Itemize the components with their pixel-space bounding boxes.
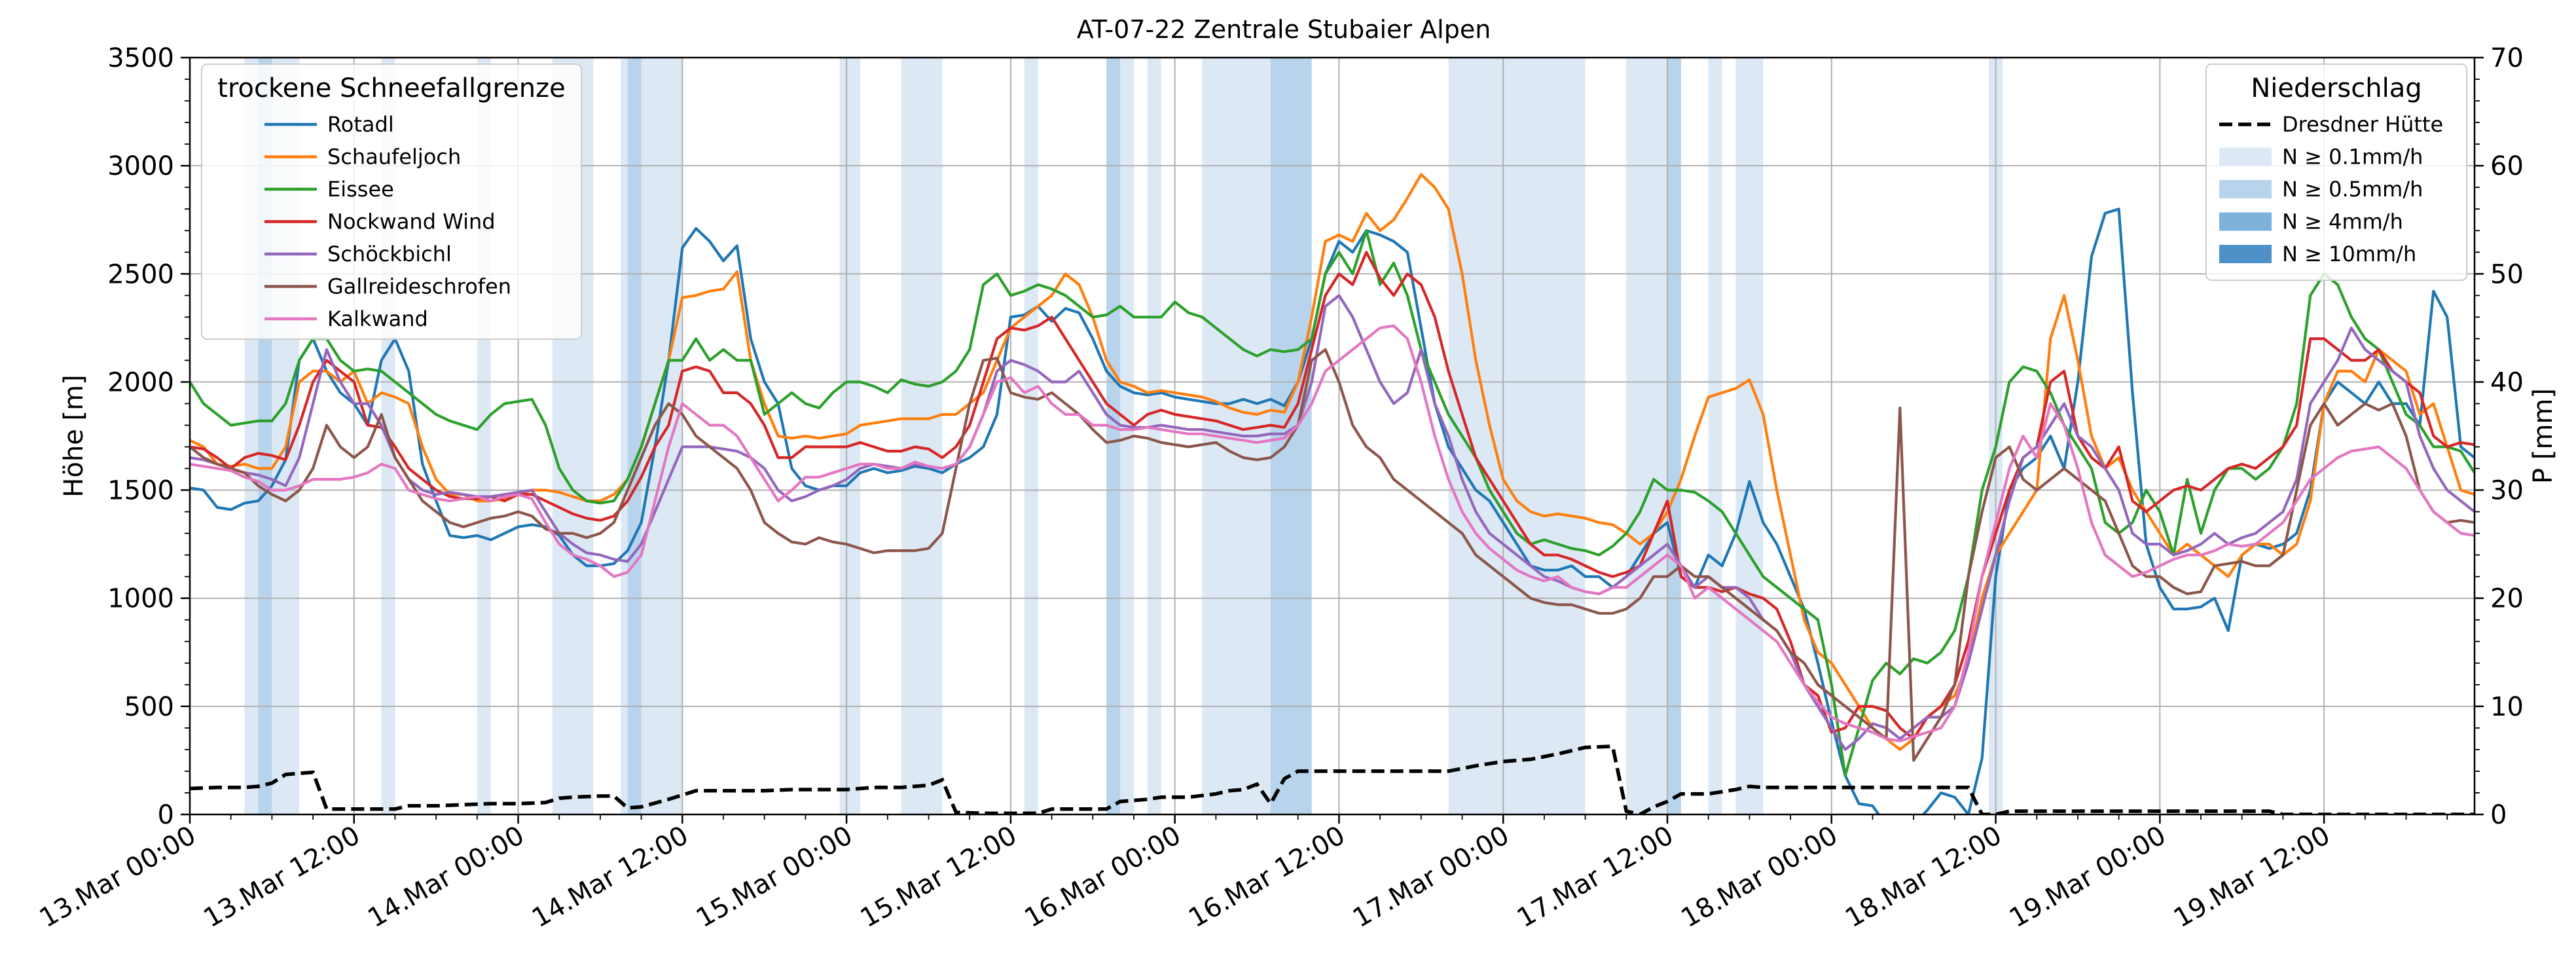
series-line-eissee <box>190 229 2475 777</box>
legend-precipitation: Niederschlag Dresdner Hütte N ≥ 0.1mm/h N ≥… <box>2205 64 2467 281</box>
y2-tick-label: 20 <box>2490 584 2524 614</box>
y2-tick-label: 70 <box>2490 43 2524 73</box>
y-tick-label: 3500 <box>107 43 174 73</box>
precip-band <box>1106 58 1121 814</box>
legend-left-label: Eissee <box>327 177 394 202</box>
chart-title: AT-07-22 Zentrale Stubaier Alpen <box>1077 15 1491 44</box>
y-tick-label: 0 <box>158 800 174 830</box>
y-tick-label: 2000 <box>107 367 174 397</box>
legend-right-label: Dresdner Hütte <box>2282 112 2443 137</box>
legend-right-title: Niederschlag <box>2251 73 2422 103</box>
y2-tick-label: 10 <box>2490 692 2524 722</box>
precip-band <box>1667 58 1681 814</box>
precip-band <box>627 58 642 814</box>
legend-right-label: N ≥ 0.5mm/h <box>2282 177 2423 202</box>
y2-tick-label: 0 <box>2490 800 2507 830</box>
legend-left-label: Schöckbichl <box>327 242 452 266</box>
precip-band <box>839 58 861 814</box>
y-tick-label: 500 <box>124 692 174 722</box>
legend-snowfall: trockene Schneefallgrenze Rotadl Schaufelj… <box>201 64 582 340</box>
precip-band <box>1708 58 1722 814</box>
precip-line-dresdner-huette <box>190 744 2475 814</box>
precip-band <box>1735 58 1764 814</box>
series-line-schaufeljoch <box>190 173 2475 752</box>
legend-right-patch-swatch <box>2219 147 2272 166</box>
y2-tick-label: 30 <box>2490 476 2524 506</box>
legend-left-label: Rotadl <box>327 112 394 137</box>
series-lines <box>190 173 2475 814</box>
series-line-nockwand-wind <box>190 251 2475 740</box>
precip-band <box>901 58 943 814</box>
precipitation-line <box>190 744 2475 814</box>
legend-right-patch-swatch <box>2219 212 2272 231</box>
series-line-kalkwand <box>190 324 2475 742</box>
legend-left-label: Kalkwand <box>327 306 428 331</box>
y-tick-label: 3000 <box>107 151 174 181</box>
legend-left-label: Schaufeljoch <box>327 145 461 170</box>
legend-left-label: Gallreideschrofen <box>327 274 511 299</box>
legend-right-label: N ≥ 4mm/h <box>2282 210 2403 234</box>
plot-frame <box>189 56 2476 816</box>
legend-right-label: N ≥ 0.1mm/h <box>2282 145 2423 170</box>
precip-band <box>1024 58 1038 814</box>
y-tick-label: 1500 <box>107 476 174 506</box>
y2-tick-label: 40 <box>2490 367 2524 397</box>
precip-band <box>1147 58 1161 814</box>
y2-tick-label: 60 <box>2490 151 2524 181</box>
series-line-sch-ckbichl <box>190 294 2475 752</box>
precip-band <box>1448 58 1586 814</box>
legend-right-label: N ≥ 10mm/h <box>2282 242 2416 266</box>
legend-left-title: trockene Schneefallgrenze <box>217 73 565 103</box>
legend-right-patch-swatch <box>2219 245 2272 263</box>
y2-tick-label: 50 <box>2490 259 2524 289</box>
y-axis-label: Höhe [m] <box>59 374 89 497</box>
legend-left-box <box>201 64 582 340</box>
y2-axis-label: P [mm] <box>2528 388 2558 484</box>
y-tick-label: 2500 <box>107 259 174 289</box>
legend-left-label: Nockwand Wind <box>327 210 496 234</box>
legend-right-patch-swatch <box>2219 180 2272 198</box>
y-tick-label: 1000 <box>107 584 174 614</box>
